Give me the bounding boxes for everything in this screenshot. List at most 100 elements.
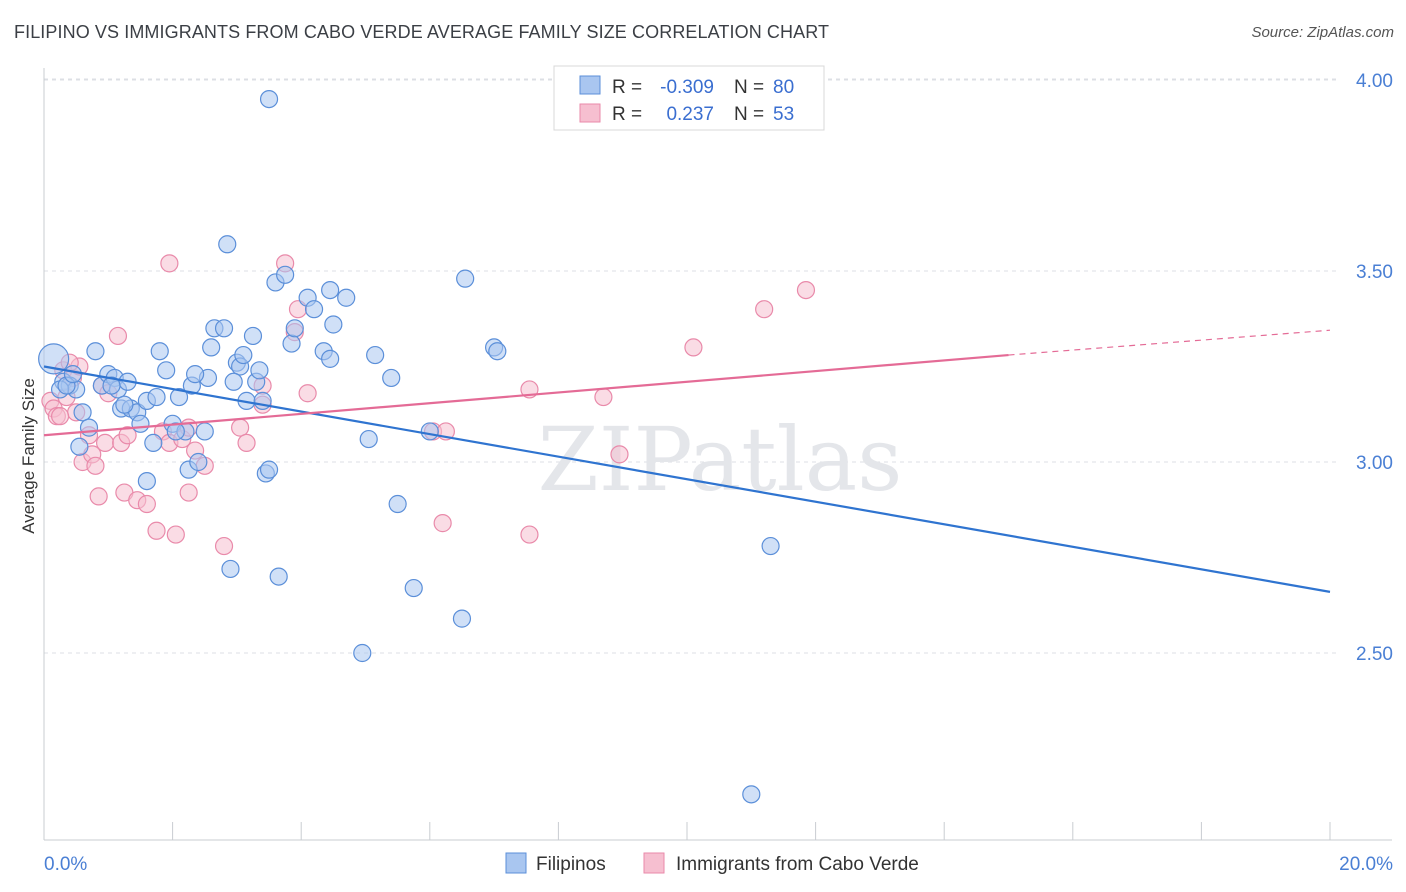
legend-swatch-cabo-verde xyxy=(579,103,601,123)
legend-r-label-1: R = xyxy=(612,77,642,98)
filipino-point xyxy=(353,643,372,663)
axes xyxy=(43,68,1392,841)
cabo-verde-point xyxy=(433,514,452,533)
filipino-point xyxy=(321,349,340,368)
cabo-verde-point xyxy=(214,536,234,556)
filipino-point xyxy=(321,281,340,300)
filipino-point xyxy=(324,315,343,334)
cabo-verde-point xyxy=(298,384,317,403)
y-tick-label-1: 3.00 xyxy=(1356,453,1393,474)
filipino-point xyxy=(63,365,83,384)
watermark-text: ZIPatlas xyxy=(538,408,903,511)
filipino-point xyxy=(404,578,423,598)
cabo-verde-point xyxy=(179,483,198,502)
cabo-verde-point xyxy=(160,254,179,273)
cabo-verde-point xyxy=(610,445,629,464)
filipino-point xyxy=(186,365,205,384)
legend-box: R = -0.309 N = 80 R = 0.237 N = 53 xyxy=(553,65,825,131)
chart-title: FILIPINO VS IMMIGRANTS FROM CABO VERDE A… xyxy=(14,22,830,42)
filipino-point xyxy=(195,422,214,441)
filipino-point xyxy=(420,422,439,441)
y-tick-label-3: 4.00 xyxy=(1356,71,1393,92)
filipino-point xyxy=(337,288,356,307)
filipino-point xyxy=(150,342,169,361)
legend-r-value-1: -0.309 xyxy=(660,77,714,98)
cabo-verde-point xyxy=(796,281,816,300)
legend-n-label-2: N = xyxy=(734,104,764,125)
cabo-verde-point xyxy=(50,407,70,426)
cabo-verde-point xyxy=(594,387,613,407)
legend-swatch-filipinos xyxy=(579,75,601,95)
cabo-verde-point xyxy=(86,456,105,475)
filipino-point xyxy=(166,422,185,441)
filipino-point xyxy=(131,414,150,433)
filipino-point xyxy=(169,387,189,407)
filipino-point xyxy=(282,334,301,353)
cabo-verde-point xyxy=(520,525,539,544)
filipino-point xyxy=(189,452,208,472)
filipino-point xyxy=(761,536,780,556)
filipino-point xyxy=(276,265,295,284)
cabo-verde-point xyxy=(237,433,256,452)
filipino-point xyxy=(86,342,105,361)
filipino-point xyxy=(218,235,237,254)
y-tick-label-0: 2.50 xyxy=(1356,644,1393,665)
legend-r-label-2: R = xyxy=(612,104,642,125)
filipino-point xyxy=(259,89,279,109)
filipinos-trend-line xyxy=(43,365,1331,593)
trend-lines xyxy=(43,329,1331,593)
cabo-verde-point xyxy=(95,433,115,452)
cabo-verde-point xyxy=(147,521,166,540)
legend-n-value-1: 80 xyxy=(773,77,794,98)
filipino-point xyxy=(456,269,475,288)
cabo-verde-point xyxy=(118,426,137,445)
cabo-verde-point xyxy=(166,525,185,544)
filipino-point xyxy=(102,376,121,395)
filipino-point xyxy=(144,433,163,452)
filipino-point xyxy=(147,387,166,407)
x-tick-labels: 0.0% 20.0% xyxy=(44,854,1393,875)
filipino-point xyxy=(224,372,243,391)
source-label: Source: ZipAtlas.com xyxy=(1251,24,1394,41)
filipino-point xyxy=(137,472,156,491)
cabo-verde-point xyxy=(89,487,108,506)
x-tick-label-1: 20.0% xyxy=(1339,854,1393,875)
filipino-point xyxy=(79,418,99,437)
filipino-point xyxy=(488,342,507,361)
bottom-legend-label-cabo-verde: Immigrants from Cabo Verde xyxy=(676,854,919,875)
filipino-point xyxy=(388,494,407,514)
y-axis-label: Average Family Size xyxy=(19,378,38,534)
filipino-point xyxy=(285,319,304,338)
legend-n-value-2: 53 xyxy=(773,104,794,125)
bottom-legend-swatch-cabo-verde xyxy=(643,852,665,874)
cabo-verde-trend-extension xyxy=(1008,329,1331,356)
cabo-verde-trend-line xyxy=(43,353,1009,437)
filipino-point xyxy=(382,368,401,388)
bottom-legend-swatch-filipinos xyxy=(505,852,527,874)
y-tick-labels: 2.50 3.00 3.50 4.00 xyxy=(1356,71,1393,665)
filipino-point xyxy=(269,567,288,586)
filipino-point xyxy=(742,785,761,804)
filipino-point xyxy=(70,437,89,456)
filipino-point xyxy=(73,403,92,422)
filipino-point xyxy=(452,609,472,628)
cabo-verde-point xyxy=(108,326,128,346)
cabo-verde-point xyxy=(231,418,250,437)
legend-n-label-1: N = xyxy=(734,77,764,98)
filipino-point xyxy=(202,338,221,357)
x-tick-label-0: 0.0% xyxy=(44,854,87,875)
filipino-point xyxy=(259,460,279,479)
filipino-point xyxy=(214,319,234,338)
filipino-point xyxy=(157,361,176,380)
filipino-point xyxy=(304,300,324,319)
cabo-verde-point xyxy=(755,300,774,319)
bottom-legend: Filipinos Immigrants from Cabo Verde xyxy=(505,852,919,875)
cabo-verde-point xyxy=(137,494,156,514)
filipino-point xyxy=(115,395,134,414)
filipino-point xyxy=(359,429,378,449)
filipino-point xyxy=(250,361,269,380)
cabo-verde-point xyxy=(684,338,703,357)
legend-r-value-2: 0.237 xyxy=(666,104,714,125)
y-tick-label-2: 3.50 xyxy=(1356,262,1393,283)
